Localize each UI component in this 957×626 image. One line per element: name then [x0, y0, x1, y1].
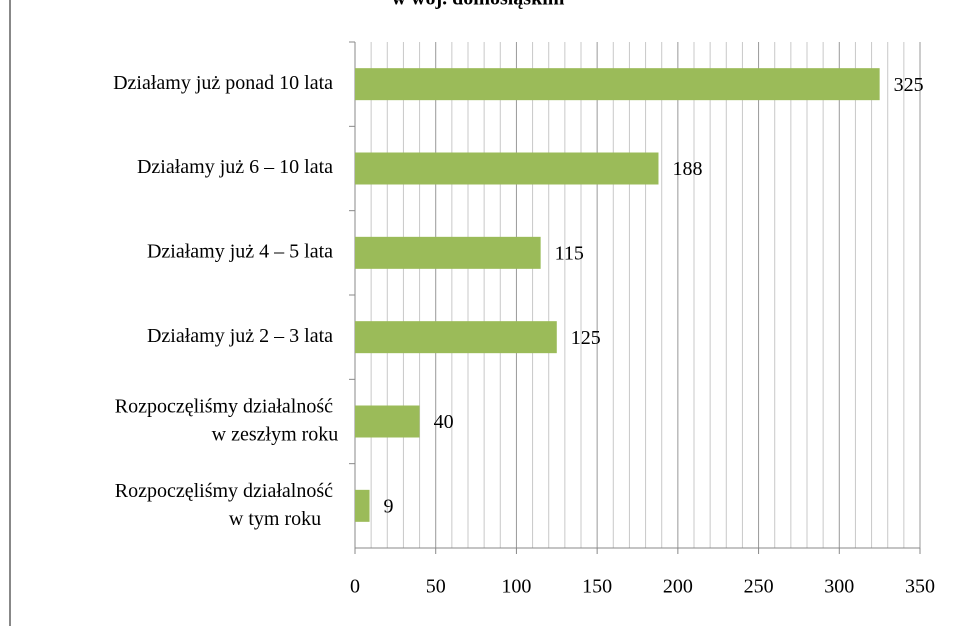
data-label: 188 — [672, 158, 702, 180]
x-tick-label: 150 — [582, 576, 612, 598]
bar — [355, 321, 557, 354]
bar — [355, 405, 420, 438]
y-tick-label: Działamy już 6 – 10 lata — [137, 156, 333, 178]
data-label: 125 — [571, 327, 601, 349]
y-tick-label: Działamy już ponad 10 lata — [113, 72, 333, 94]
y-tick-label: Rozpoczęliśmy działalność w tym roku — [115, 479, 333, 529]
y-tick-label: Działamy już 4 – 5 lata — [147, 240, 333, 262]
x-tick-label: 0 — [350, 576, 360, 598]
data-label: 40 — [434, 411, 454, 433]
y-tick-label: Działamy już 2 – 3 lata — [147, 325, 333, 347]
chart-title: w woj. dolnośląskim — [392, 0, 565, 10]
bar — [355, 236, 541, 269]
x-tick-label: 250 — [744, 576, 774, 598]
bar — [355, 489, 370, 522]
x-tick-label: 100 — [501, 576, 531, 598]
y-tick-label: Rozpoczęliśmy działalność w zeszłym roku — [115, 395, 339, 445]
x-tick-label: 300 — [824, 576, 854, 598]
data-label: 9 — [384, 495, 394, 517]
bar — [355, 152, 659, 185]
data-label: 325 — [894, 74, 924, 96]
x-tick-label: 50 — [426, 576, 446, 598]
x-tick-label: 350 — [905, 576, 935, 598]
data-label: 115 — [555, 242, 584, 264]
bar — [355, 68, 880, 101]
x-tick-label: 200 — [663, 576, 693, 598]
